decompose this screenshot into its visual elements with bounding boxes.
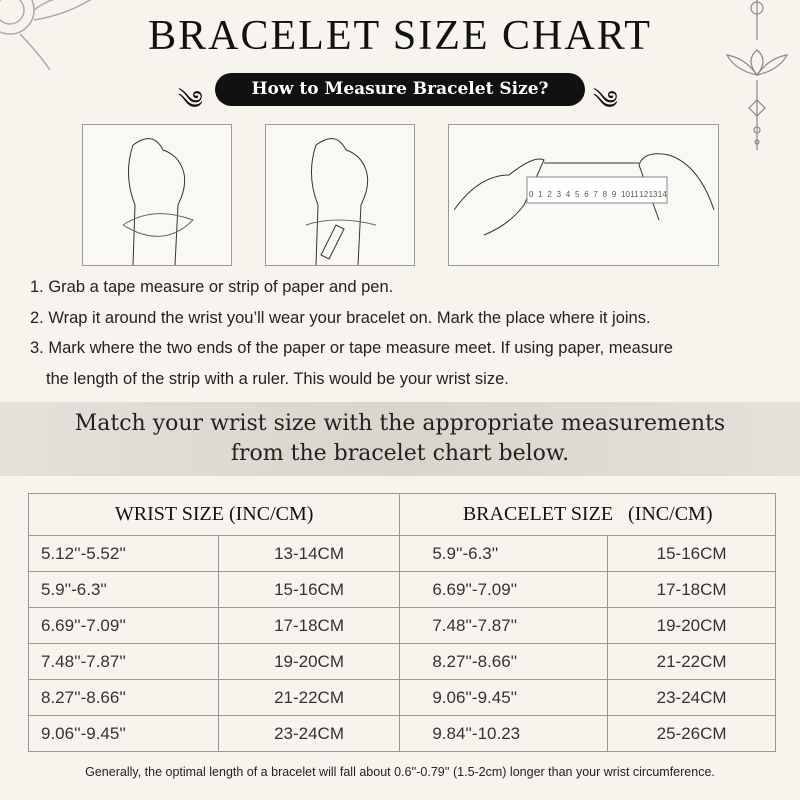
step-3-continued: the length of the strip with a ruler. Th… <box>46 369 509 388</box>
ruler-label: 5 <box>575 190 580 199</box>
swirl-right-icon: ༄ <box>593 85 618 115</box>
ruler-label: 2 <box>547 190 552 199</box>
wrist-cm-cell: 15-16CM <box>217 571 401 608</box>
ruler-label: 7 <box>593 190 598 199</box>
wrist-inches-cell: 7.48''-7.87'' <box>28 643 219 680</box>
instructions: 1. Grab a tape measure or strip of paper… <box>30 272 673 394</box>
ruler-label: 13 <box>649 190 658 199</box>
step-3: 3. Mark where the two ends of the paper … <box>30 339 673 357</box>
step-1: 1. Grab a tape measure or strip of paper… <box>30 278 394 296</box>
bracelet-inches-cell: 8.27''-8.66'' <box>399 643 609 680</box>
wrist-inches-cell: 8.27''-8.66'' <box>28 679 219 716</box>
table-row: 8.27''-8.66'' 21-22CM 9.06''-9.45'' 23-24CM <box>28 679 776 716</box>
wrist-cm-cell: 17-18CM <box>217 607 401 644</box>
mandala-ornament-icon <box>0 0 92 70</box>
page-title: BRACELET SIZE CHART <box>148 13 652 59</box>
illustration-hand-wrap <box>82 124 232 266</box>
swirl-left-icon: ༄ <box>178 85 203 115</box>
bracelet-inches-cell: 6.69''-7.09'' <box>399 571 609 608</box>
bracelet-inches-cell: 9.06''-9.45'' <box>399 679 609 716</box>
table-row: 5.12''-5.52'' 13-14CM 5.9''-6.3'' 15-16CM <box>28 535 776 572</box>
banner-line-2: from the bracelet chart below. <box>230 441 570 466</box>
ruler-label: 10 <box>621 190 630 199</box>
table-row: 6.69''-7.09'' 17-18CM 7.48''-7.87'' 19-20CM <box>28 607 776 644</box>
wrist-inches-cell: 5.12''-5.52'' <box>28 535 219 572</box>
hand-tape-icon <box>122 138 194 266</box>
ruler-label: 12 <box>639 190 648 199</box>
footer-note: Generally, the optimal length of a brace… <box>85 765 715 779</box>
ruler-label: 1 <box>538 190 543 199</box>
ruler-label: 6 <box>584 190 589 199</box>
ruler-label: 8 <box>603 190 608 199</box>
wrist-inches-cell: 6.69''-7.09'' <box>28 607 219 644</box>
wrist-inches-cell: 9.06''-9.45'' <box>28 715 219 752</box>
bracelet-cm-cell: 17-18CM <box>607 571 776 608</box>
illustration-hand-mark <box>265 124 415 266</box>
header-bracelet-size: BRACELET SIZE (INC/CM) <box>399 493 776 536</box>
ruler-label: 9 <box>612 190 617 199</box>
match-banner: Match your wrist size with the appropria… <box>0 402 800 476</box>
table-header-row: WRIST SIZE (INC/CM) BRACELET SIZE (INC/C… <box>27 493 776 536</box>
bracelet-inches-cell: 5.9''-6.3'' <box>399 535 609 572</box>
bracelet-cm-cell: 19-20CM <box>607 607 776 644</box>
subtitle-pill: How to Measure Bracelet Size? <box>215 73 585 106</box>
wrist-cm-cell: 13-14CM <box>217 535 401 572</box>
header-wrist-size: WRIST SIZE (INC/CM) <box>27 493 401 536</box>
ruler-label: 11 <box>630 190 639 199</box>
bracelet-cm-cell: 21-22CM <box>607 643 776 680</box>
wrist-cm-cell: 23-24CM <box>217 715 401 752</box>
ruler-label: 3 <box>557 190 562 199</box>
lotus-ornament-icon <box>725 0 789 150</box>
wrist-cm-cell: 21-22CM <box>217 679 401 716</box>
banner-line-1: Match your wrist size with the appropria… <box>74 411 726 436</box>
size-table: WRIST SIZE (INC/CM) BRACELET SIZE (INC/C… <box>27 493 776 752</box>
ruler-label: 14 <box>658 190 667 199</box>
illustration-ruler: 0 1 2 3 4 5 6 7 8 9 10 11 12 13 14 <box>448 124 719 266</box>
ruler-icon: 0 1 2 3 4 5 6 7 8 9 10 11 12 13 14 <box>453 153 715 236</box>
table-row: 9.06''-9.45'' 23-24CM 9.84''-10.23 25-26CM <box>28 715 776 752</box>
table-row: 7.48''-7.87'' 19-20CM 8.27''-8.66'' 21-22CM <box>28 643 776 680</box>
bracelet-inches-cell: 7.48''-7.87'' <box>399 607 609 644</box>
ruler-label: 0 <box>529 190 534 199</box>
bracelet-cm-cell: 25-26CM <box>607 715 776 752</box>
bracelet-cm-cell: 23-24CM <box>607 679 776 716</box>
wrist-cm-cell: 19-20CM <box>217 643 401 680</box>
hand-pen-icon <box>305 138 377 266</box>
wrist-inches-cell: 5.9''-6.3'' <box>28 571 219 608</box>
bracelet-cm-cell: 15-16CM <box>607 535 776 572</box>
bracelet-inches-cell: 9.84''-10.23 <box>399 715 609 752</box>
step-2: 2. Wrap it around the wrist you’ll wear … <box>30 308 651 327</box>
table-row: 5.9''-6.3'' 15-16CM 6.69''-7.09'' 17-18CM <box>28 571 776 608</box>
ruler-label: 4 <box>566 190 571 199</box>
